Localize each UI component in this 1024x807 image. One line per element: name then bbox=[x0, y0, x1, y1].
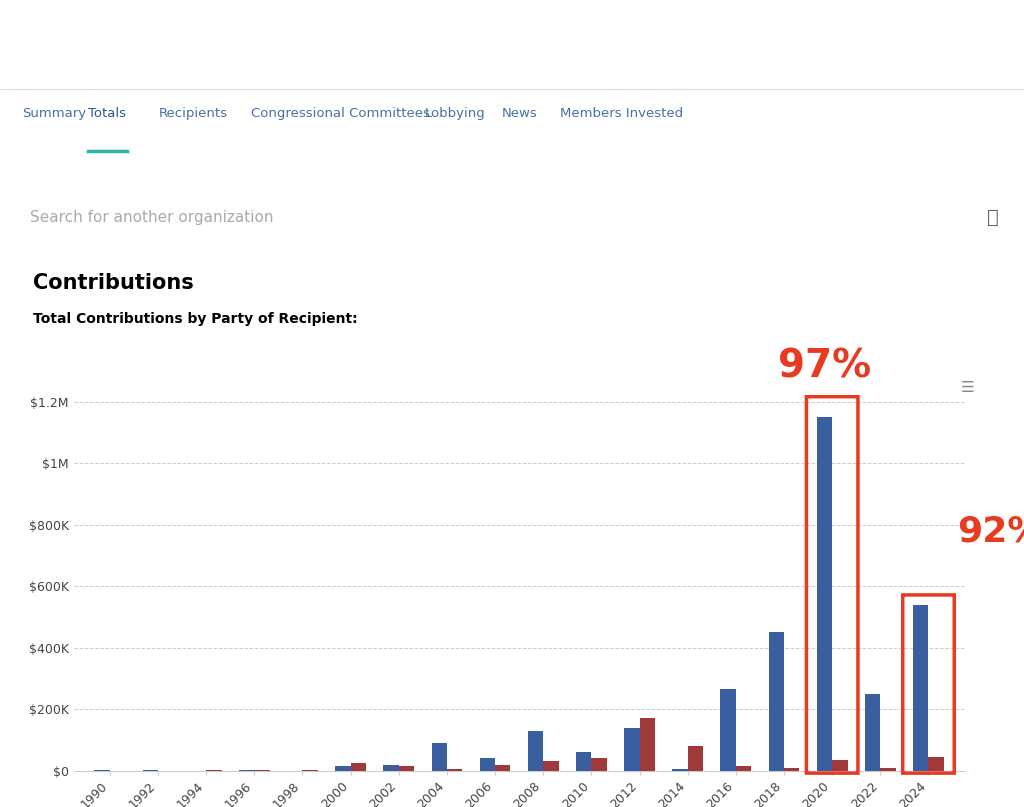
Bar bbox=[817, 417, 833, 771]
Bar bbox=[398, 766, 414, 771]
Bar bbox=[575, 752, 592, 771]
Bar bbox=[881, 768, 896, 771]
Bar bbox=[721, 689, 736, 771]
Text: Summary: Summary bbox=[23, 107, 87, 119]
Bar bbox=[833, 760, 848, 771]
Bar bbox=[592, 759, 607, 771]
Text: Lobbying: Lobbying bbox=[425, 107, 485, 119]
Bar bbox=[769, 633, 784, 771]
Text: Members Invested: Members Invested bbox=[560, 107, 683, 119]
Bar bbox=[640, 718, 655, 771]
Bar bbox=[544, 762, 559, 771]
Text: Totals: Totals bbox=[88, 107, 126, 119]
Text: 92%: 92% bbox=[957, 514, 1024, 548]
Text: 97%: 97% bbox=[778, 347, 871, 385]
Bar bbox=[865, 694, 881, 771]
Bar bbox=[625, 728, 640, 771]
Text: News: News bbox=[502, 107, 538, 119]
Bar bbox=[350, 763, 366, 771]
Text: ☰: ☰ bbox=[961, 380, 974, 395]
Bar bbox=[446, 769, 463, 771]
Bar bbox=[688, 746, 703, 771]
Bar bbox=[335, 766, 350, 771]
Bar bbox=[431, 743, 446, 771]
Bar bbox=[527, 731, 544, 771]
Text: Contributions: Contributions bbox=[33, 273, 194, 293]
Text: Congressional Committees: Congressional Committees bbox=[251, 107, 430, 119]
Text: Federal Reserve System: Federal Reserve System bbox=[23, 27, 552, 65]
Bar bbox=[479, 759, 495, 771]
Bar bbox=[673, 769, 688, 771]
Bar bbox=[913, 604, 929, 771]
Bar bbox=[383, 764, 398, 771]
Text: Recipients: Recipients bbox=[159, 107, 227, 119]
Bar bbox=[929, 757, 944, 771]
Bar bbox=[784, 767, 800, 771]
Text: ⌕: ⌕ bbox=[987, 208, 998, 227]
Bar bbox=[495, 764, 511, 771]
Text: Search for another organization: Search for another organization bbox=[31, 210, 273, 225]
Text: Total Contributions by Party of Recipient:: Total Contributions by Party of Recipien… bbox=[33, 312, 357, 326]
Bar bbox=[736, 766, 752, 771]
